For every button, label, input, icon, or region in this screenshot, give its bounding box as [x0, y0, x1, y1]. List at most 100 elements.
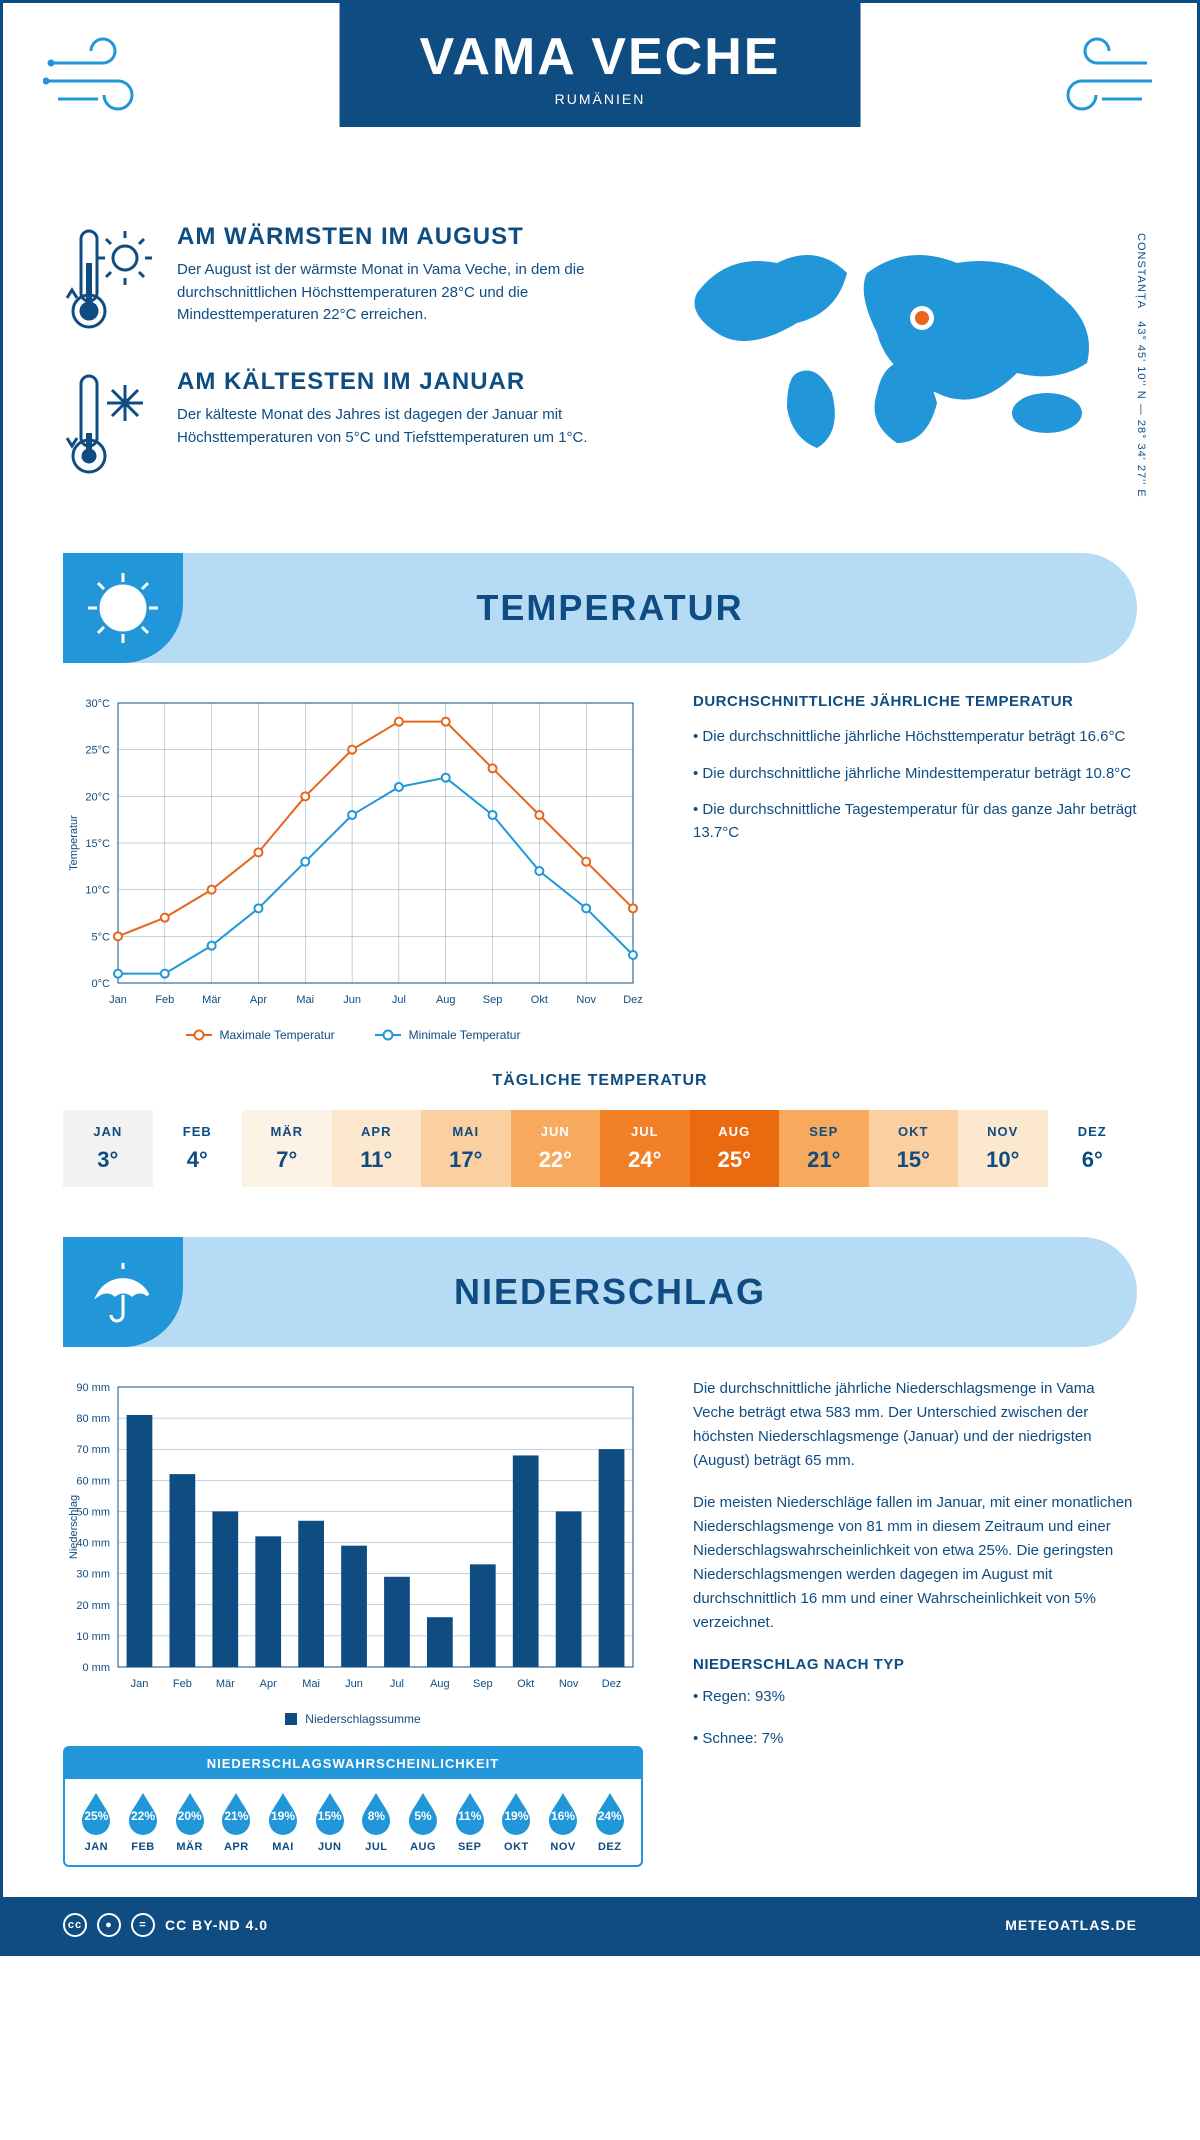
title-banner: VAMA VECHE RUMÄNIEN: [340, 3, 861, 127]
svg-text:60 mm: 60 mm: [76, 1475, 110, 1487]
svg-text:Feb: Feb: [155, 994, 174, 1006]
svg-text:Aug: Aug: [436, 994, 456, 1006]
probability-cell: 11% SEP: [446, 1791, 493, 1853]
precipitation-probability: NIEDERSCHLAGSWAHRSCHEINLICHKEIT 25% JAN …: [63, 1746, 643, 1867]
svg-text:Jun: Jun: [343, 994, 361, 1006]
raindrop-icon: 19%: [265, 1791, 301, 1835]
svg-text:Okt: Okt: [531, 994, 548, 1006]
precipitation-banner: NIEDERSCHLAG: [63, 1237, 1137, 1347]
svg-text:Sep: Sep: [483, 994, 503, 1006]
probability-cell: 21% APR: [213, 1791, 260, 1853]
svg-text:Feb: Feb: [173, 1678, 192, 1690]
svg-text:0 mm: 0 mm: [83, 1662, 111, 1674]
svg-text:Jan: Jan: [131, 1678, 149, 1690]
svg-text:Apr: Apr: [260, 1678, 277, 1690]
svg-text:Mär: Mär: [216, 1678, 235, 1690]
cc-icon: cc: [63, 1913, 87, 1937]
footer: cc ● = CC BY-ND 4.0 METEOATLAS.DE: [3, 1897, 1197, 1953]
raindrop-icon: 24%: [592, 1791, 628, 1835]
umbrella-icon: [63, 1237, 183, 1347]
svg-text:40 mm: 40 mm: [76, 1538, 110, 1550]
raindrop-icon: 11%: [452, 1791, 488, 1835]
warmest-text: Der August ist der wärmste Monat in Vama…: [177, 259, 637, 327]
probability-cell: 8% JUL: [353, 1791, 400, 1853]
probability-cell: 19% OKT: [493, 1791, 540, 1853]
probability-cell: 15% JUN: [306, 1791, 353, 1853]
svg-text:Okt: Okt: [517, 1678, 534, 1690]
svg-text:Dez: Dez: [623, 994, 643, 1006]
chart-legend: Maximale Temperatur Minimale Temperatur: [63, 1028, 643, 1042]
temp-fact-item: • Die durchschnittliche Tagestemperatur …: [693, 799, 1137, 844]
raindrop-icon: 16%: [545, 1791, 581, 1835]
probability-cell: 24% DEZ: [586, 1791, 633, 1853]
probability-cell: 19% MAI: [260, 1791, 307, 1853]
svg-text:Sep: Sep: [473, 1678, 493, 1690]
coordinates: CONSTANȚA 43° 45' 10'' N — 28° 34' 27'' …: [1135, 233, 1147, 498]
chart-legend: Niederschlagssumme: [63, 1712, 643, 1726]
warmest-fact: AM WÄRMSTEN IM AUGUST Der August ist der…: [63, 223, 637, 338]
svg-text:20°C: 20°C: [85, 791, 110, 803]
temp-fact-item: • Die durchschnittliche jährliche Höchst…: [693, 726, 1137, 749]
license-text: CC BY-ND 4.0: [165, 1917, 268, 1933]
coldest-fact: AM KÄLTESTEN IM JANUAR Der kälteste Mona…: [63, 368, 637, 483]
heatmap-cell: JUL24°: [600, 1110, 690, 1187]
site-name: METEOATLAS.DE: [1005, 1917, 1137, 1933]
sun-icon: [63, 553, 183, 663]
temp-fact-item: • Die durchschnittliche jährliche Mindes…: [693, 763, 1137, 786]
daily-temp-title: TÄGLICHE TEMPERATUR: [63, 1072, 1137, 1090]
svg-text:30°C: 30°C: [85, 698, 110, 710]
by-icon: ●: [97, 1913, 121, 1937]
precip-type-item: • Schnee: 7%: [693, 1727, 1137, 1751]
svg-text:25°C: 25°C: [85, 745, 110, 757]
precipitation-title: NIEDERSCHLAG: [183, 1271, 1137, 1313]
coldest-text: Der kälteste Monat des Jahres ist dagege…: [177, 404, 637, 449]
wind-icon: [43, 33, 163, 128]
header: VAMA VECHE RUMÄNIEN: [3, 3, 1197, 223]
svg-text:Aug: Aug: [430, 1678, 450, 1690]
raindrop-icon: 20%: [172, 1791, 208, 1835]
raindrop-icon: 8%: [358, 1791, 394, 1835]
svg-text:5°C: 5°C: [92, 931, 111, 943]
probability-cell: 5% AUG: [400, 1791, 447, 1853]
daily-temp-heatmap: JAN3°FEB4°MÄR7°APR11°MAI17°JUN22°JUL24°A…: [63, 1110, 1137, 1187]
svg-text:70 mm: 70 mm: [76, 1444, 110, 1456]
precip-paragraph: Die meisten Niederschläge fallen im Janu…: [693, 1491, 1137, 1635]
precip-type-title: NIEDERSCHLAG NACH TYP: [693, 1653, 1137, 1677]
warmest-title: AM WÄRMSTEN IM AUGUST: [177, 223, 637, 251]
temperature-banner: TEMPERATUR: [63, 553, 1137, 663]
page-subtitle: RUMÄNIEN: [420, 91, 781, 107]
svg-text:Nov: Nov: [559, 1678, 579, 1690]
heatmap-cell: SEP21°: [779, 1110, 869, 1187]
precip-type-item: • Regen: 93%: [693, 1685, 1137, 1709]
heatmap-cell: MAI17°: [421, 1110, 511, 1187]
raindrop-icon: 5%: [405, 1791, 441, 1835]
raindrop-icon: 15%: [312, 1791, 348, 1835]
svg-text:10°C: 10°C: [85, 885, 110, 897]
nd-icon: =: [131, 1913, 155, 1937]
page-title: VAMA VECHE: [420, 27, 781, 87]
svg-text:30 mm: 30 mm: [76, 1569, 110, 1581]
svg-text:0°C: 0°C: [92, 978, 111, 990]
temperature-line-chart: 0°C5°C10°C15°C20°C25°C30°CJanFebMärAprMa…: [63, 693, 643, 1042]
heatmap-cell: AUG25°: [690, 1110, 780, 1187]
svg-text:Apr: Apr: [250, 994, 267, 1006]
svg-text:50 mm: 50 mm: [76, 1506, 110, 1518]
thermometer-cold-icon: [63, 368, 153, 483]
world-map: CONSTANȚA 43° 45' 10'' N — 28° 34' 27'' …: [677, 223, 1137, 513]
svg-text:Niederschlag: Niederschlag: [68, 1495, 80, 1559]
svg-text:Mai: Mai: [296, 994, 314, 1006]
heatmap-cell: JAN3°: [63, 1110, 153, 1187]
svg-text:Mär: Mär: [202, 994, 221, 1006]
heatmap-cell: JUN22°: [511, 1110, 601, 1187]
thermometer-hot-icon: [63, 223, 153, 338]
svg-text:90 mm: 90 mm: [76, 1382, 110, 1394]
precip-paragraph: Die durchschnittliche jährliche Niedersc…: [693, 1377, 1137, 1473]
svg-text:Nov: Nov: [576, 994, 596, 1006]
raindrop-icon: 22%: [125, 1791, 161, 1835]
svg-text:20 mm: 20 mm: [76, 1600, 110, 1612]
temperature-title: TEMPERATUR: [183, 587, 1137, 629]
heatmap-cell: FEB4°: [153, 1110, 243, 1187]
svg-text:Jul: Jul: [390, 1678, 404, 1690]
precipitation-bar-chart: 0 mm10 mm20 mm30 mm40 mm50 mm60 mm70 mm8…: [63, 1377, 643, 1726]
wind-icon: [1037, 33, 1157, 128]
